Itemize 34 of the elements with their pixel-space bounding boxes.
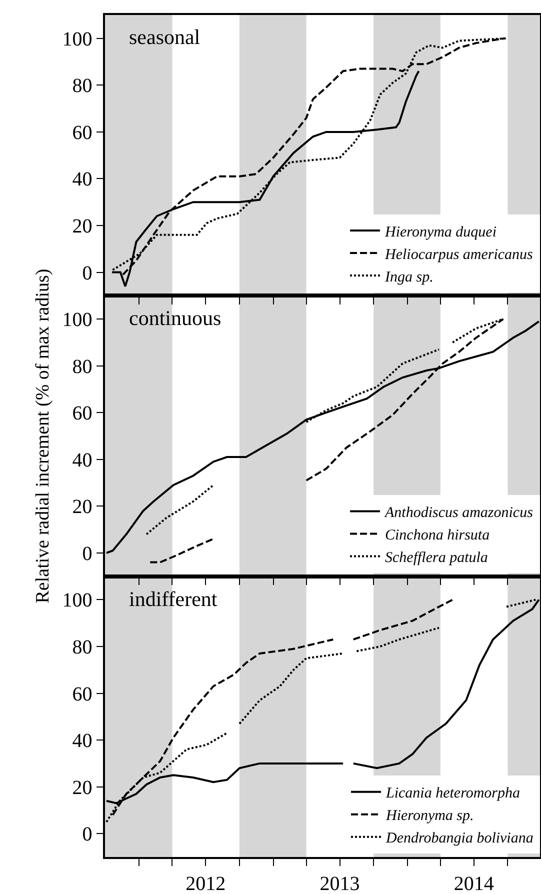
legend-label: Licania heteromorpha bbox=[385, 786, 520, 802]
y-tick-label: 0 bbox=[82, 262, 92, 284]
text: continuous bbox=[129, 306, 222, 330]
y-tick-label: 60 bbox=[72, 122, 92, 144]
y-tick-label: 80 bbox=[72, 636, 92, 659]
y-axis-title: Relative radial increment (% of max radius) bbox=[32, 268, 54, 604]
x-tick-label: 2013 bbox=[320, 872, 360, 894]
y-tick-label: 100 bbox=[62, 309, 92, 332]
y-tick-label: 40 bbox=[72, 730, 92, 752]
legend-label: Anthodiscus amazonicus bbox=[384, 505, 534, 522]
legend-label: Hieronyma duquei bbox=[384, 224, 497, 240]
y-tick-label: 80 bbox=[72, 356, 92, 378]
x-tick-label: 2012 bbox=[186, 872, 226, 894]
legend-label: Heliocarpus americanus bbox=[384, 246, 534, 263]
y-tick-label: 100 bbox=[62, 28, 92, 50]
legend-label: Dendrobangia boliviana bbox=[385, 830, 534, 847]
y-tick-label: 20 bbox=[72, 216, 92, 238]
y-tick-label: 20 bbox=[72, 776, 92, 799]
y-tick-label: 0 bbox=[82, 824, 92, 846]
y-tick-label: 60 bbox=[72, 683, 92, 706]
text: indifferent bbox=[129, 587, 218, 611]
y-tick-label: 100 bbox=[62, 590, 92, 612]
x-tick-label: 2014 bbox=[454, 872, 494, 894]
legend-label: Hieronyma sp. bbox=[385, 808, 474, 824]
legend-label: Inga sp. bbox=[384, 269, 434, 286]
y-tick-label: 80 bbox=[72, 75, 92, 98]
legend-label: Schefflera patula bbox=[385, 550, 488, 566]
y-tick-label: 40 bbox=[72, 168, 92, 191]
y-tick-label: 20 bbox=[72, 496, 92, 518]
y-tick-label: 40 bbox=[72, 449, 92, 472]
y-tick-label: 0 bbox=[82, 542, 92, 565]
legend-label: Cinchona hirsuta bbox=[385, 528, 490, 544]
y-tick-label: 60 bbox=[72, 402, 92, 425]
text: seasonal bbox=[129, 25, 200, 49]
